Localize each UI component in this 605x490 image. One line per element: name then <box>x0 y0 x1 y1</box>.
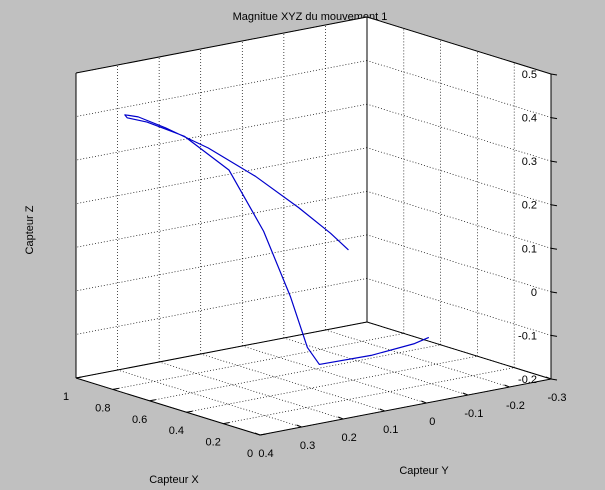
grid-line <box>75 147 368 205</box>
z-tick-label: 0 <box>531 287 537 299</box>
grid-line <box>75 60 368 117</box>
axes-pane <box>367 17 551 379</box>
series-line <box>124 114 430 366</box>
axis-edge <box>75 16 368 74</box>
z-tick-label: -0.1 <box>518 330 537 342</box>
grid-line <box>75 234 368 292</box>
x-tick-label: 0.4 <box>169 425 184 437</box>
y-tick-label: 0.2 <box>341 432 356 444</box>
grid-line <box>366 278 552 336</box>
z-tick <box>550 378 558 381</box>
x-tick-label: 0.2 <box>206 437 221 449</box>
grid-line <box>366 60 552 118</box>
x-tick <box>259 433 267 436</box>
y-tick <box>296 424 302 428</box>
z-tick <box>550 73 558 76</box>
z-tick <box>550 334 558 337</box>
grid-line <box>75 103 368 161</box>
axis-edge <box>75 377 261 436</box>
z-axis-label: Capteur Z <box>24 205 36 254</box>
x-tick-label: 0.6 <box>132 414 147 426</box>
y-tick <box>545 376 552 380</box>
y-tick-label: 0.3 <box>300 440 315 452</box>
grid-line <box>325 329 510 388</box>
axes-edges <box>75 16 552 436</box>
y-tick <box>337 416 344 420</box>
grid-line <box>75 278 368 335</box>
grid-line <box>200 353 385 412</box>
z-tick-label: 0.3 <box>522 156 537 168</box>
x-tick <box>149 399 156 402</box>
y-tick-label: 0.1 <box>383 424 398 436</box>
y-tick-label: 0 <box>429 416 435 428</box>
grid-line <box>117 369 302 428</box>
y-tick-label: -0.3 <box>548 392 567 404</box>
grid-line <box>366 147 552 206</box>
grid-line <box>223 367 515 424</box>
z-tick <box>550 160 558 163</box>
axes-pane <box>76 17 367 378</box>
grid-line <box>149 344 441 402</box>
axis-ticks: 0 0.2 0.4 0.6 0.8 1 -0.3 -0.2 -0.1 0 0.1 0.2 0.3 0.4 -… <box>63 69 567 460</box>
axis-edge <box>366 16 552 75</box>
axis-edge <box>366 321 552 380</box>
x-axis-label: Capteur X <box>149 474 199 486</box>
grid-line <box>366 190 552 249</box>
grid-line <box>75 190 368 248</box>
y-tick <box>462 392 469 396</box>
y-tick <box>421 400 427 404</box>
axis-edge <box>259 378 552 436</box>
y-tick-label: -0.2 <box>506 400 525 412</box>
z-tick <box>550 291 558 294</box>
y-tick-label: 0.4 <box>258 448 273 460</box>
data-series <box>124 114 430 366</box>
z-tick-label: 0.4 <box>522 113 537 125</box>
grid-line <box>366 103 552 162</box>
y-tick <box>254 432 261 436</box>
grid-line <box>112 333 404 390</box>
chart-title: Magnitue XYZ du mouvement 1 <box>233 11 388 23</box>
grid-line <box>242 345 427 404</box>
z-tick-label: 0.2 <box>522 200 537 212</box>
axes-box <box>76 17 551 435</box>
grid-line <box>159 361 344 420</box>
z-tick-label: 0.5 <box>522 69 537 81</box>
z-tick <box>550 117 558 120</box>
x-tick <box>75 376 83 379</box>
x-tick <box>112 387 119 390</box>
grid-line <box>186 355 478 413</box>
y-axis-label: Capteur Y <box>399 465 449 477</box>
grid-line <box>366 234 552 293</box>
y-tick-label: -0.1 <box>464 408 483 420</box>
z-tick <box>550 204 558 207</box>
z-tick <box>550 247 558 250</box>
x-tick-label: 1 <box>63 391 69 403</box>
x-tick-label: 0 <box>247 448 253 460</box>
x-tick-label: 0.8 <box>95 402 110 414</box>
y-tick <box>504 384 510 388</box>
axis-edge <box>75 321 368 379</box>
x-tick <box>186 410 193 413</box>
z-tick-label: -0.2 <box>518 374 537 386</box>
y-tick <box>379 408 385 412</box>
z-tick-label: 0.1 <box>522 243 537 255</box>
x-tick <box>223 422 230 425</box>
grid-line <box>283 337 468 396</box>
axes-pane <box>76 322 551 435</box>
